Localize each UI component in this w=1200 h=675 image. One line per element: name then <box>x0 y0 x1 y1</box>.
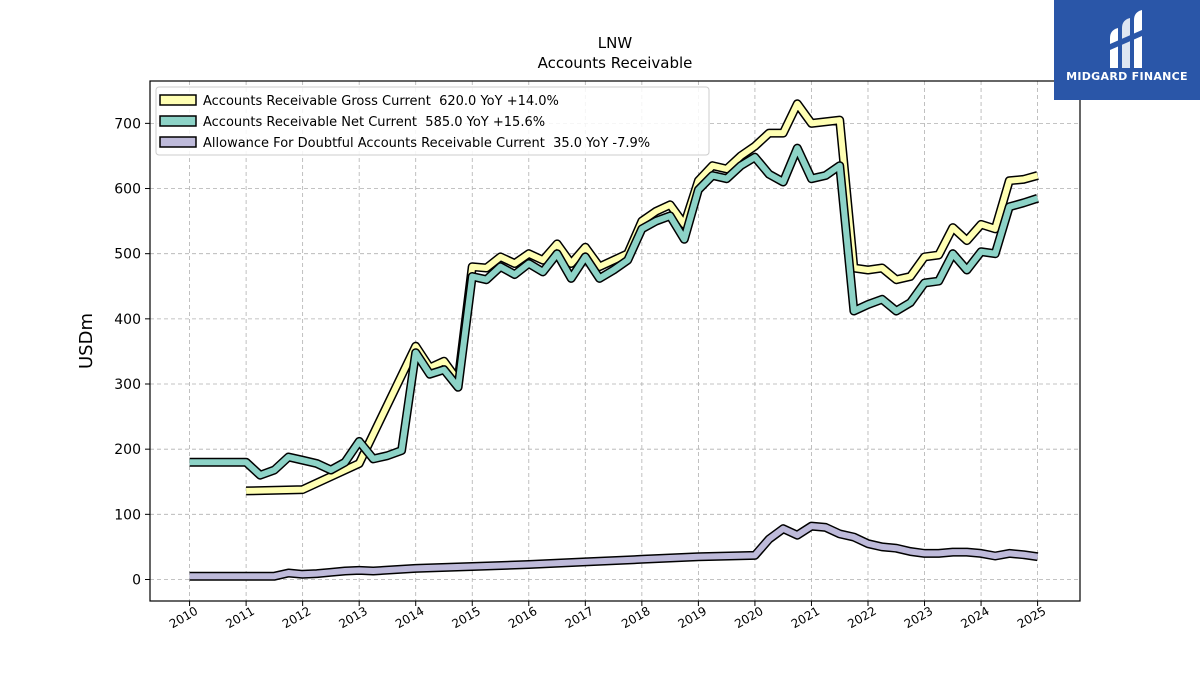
y-tick-label: 600 <box>114 182 141 198</box>
x-tick-label: 2024 <box>958 604 991 631</box>
x-tick-label: 2010 <box>167 604 200 631</box>
x-tick-label: 2022 <box>845 604 878 631</box>
x-tick-label: 2021 <box>789 604 822 631</box>
y-tick-label: 200 <box>114 442 141 458</box>
legend-swatch-1 <box>159 115 197 127</box>
legend-label-0: Accounts Receivable Gross Current 620.0 … <box>203 94 559 109</box>
series-outline-1 <box>189 143 1039 480</box>
x-tick-label: 2025 <box>1015 604 1048 631</box>
x-tick-label: 2014 <box>393 604 426 631</box>
legend-label-2: Allowance For Doubtful Accounts Receivab… <box>203 136 650 151</box>
series-line-0 <box>246 100 1039 494</box>
chart-title: LNW <box>598 34 633 52</box>
legend-box <box>155 86 710 156</box>
chart-subtitle: Accounts Receivable <box>538 54 693 72</box>
y-tick-label: 100 <box>114 507 141 523</box>
legend-label-1: Accounts Receivable Net Current 585.0 Yo… <box>203 115 545 130</box>
x-tick-label: 2017 <box>563 604 596 631</box>
y-tick-label: 300 <box>114 377 141 393</box>
x-tick-label: 2020 <box>732 604 765 631</box>
x-tick-label: 2011 <box>223 604 256 631</box>
logo-text: MIDGARD FINANCE <box>1066 70 1188 83</box>
y-tick-label: 500 <box>114 247 141 263</box>
x-tick-label: 2015 <box>450 604 483 631</box>
legend-swatch-0 <box>159 94 197 106</box>
y-tick-label: 0 <box>132 572 141 588</box>
x-tick-label: 2019 <box>676 604 709 631</box>
series-lines <box>189 99 1039 581</box>
series-line-1 <box>189 145 1039 479</box>
legend: Accounts Receivable Gross Current 620.0 … <box>155 86 710 156</box>
y-tick-label: 700 <box>114 116 141 132</box>
y-axis-label: USDm <box>76 313 97 369</box>
x-tick-label: 2018 <box>619 604 652 631</box>
y-tick-label: 400 <box>114 312 141 328</box>
x-tick-label: 2023 <box>902 604 935 631</box>
grid <box>150 81 1080 601</box>
series-line-2 <box>189 523 1039 580</box>
x-tick-label: 2013 <box>336 604 369 631</box>
plot-frame <box>149 80 1081 602</box>
brand-logo: MIDGARD FINANCE <box>1054 0 1200 100</box>
x-tick-label: 2012 <box>280 604 313 631</box>
logo-mark-icon <box>1110 10 1142 68</box>
x-tick-label: 2016 <box>506 604 539 631</box>
legend-swatch-2 <box>159 136 197 148</box>
